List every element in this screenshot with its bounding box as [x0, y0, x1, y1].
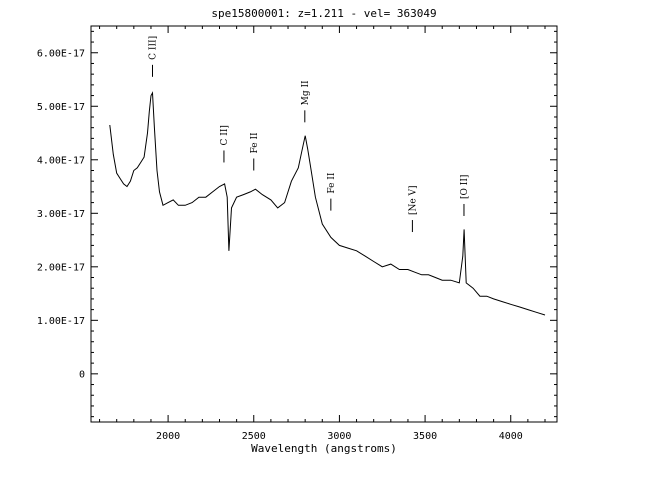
y-tick-label: 4.00E-17	[37, 155, 85, 166]
y-tick-label: 6.00E-17	[37, 48, 85, 59]
annotation-label: Mg II	[301, 80, 311, 105]
line-annotation: [Ne V]	[408, 185, 418, 233]
line-annotation: Fe II	[327, 172, 337, 211]
x-tick-label: 4000	[499, 431, 523, 442]
tick-layer	[91, 26, 557, 422]
y-tick-label: 0	[79, 369, 85, 380]
x-tick-label: 2500	[242, 431, 266, 442]
line-annotation: C III]	[149, 36, 159, 77]
spectrum-line	[109, 91, 546, 316]
annotation-label: Fe II	[250, 132, 260, 153]
y-tick-label: 1.00E-17	[37, 316, 85, 327]
x-tick-label: 3500	[413, 431, 437, 442]
tick-label-layer: 2000 2500 3000 3500 4000 0 1.00E-17 2.00E-17 3.0…	[37, 48, 523, 442]
x-axis-label: Wavelength (angstroms)	[251, 442, 397, 455]
x-tick-label: 2000	[156, 431, 180, 442]
line-annotation: Mg II	[301, 80, 311, 123]
line-annotation: [O II]	[460, 175, 470, 216]
y-tick-label: 2.00E-17	[37, 262, 85, 273]
annotation-label: [Ne V]	[408, 185, 418, 215]
annotation-label: C III]	[149, 36, 159, 60]
line-annotation: C II]	[220, 125, 230, 163]
chart-title: spe15800001: z=1.211 - vel= 363049	[211, 7, 436, 20]
plot-frame	[90, 25, 558, 423]
annotation-label: [O II]	[460, 175, 470, 199]
x-tick-label: 3000	[327, 431, 351, 442]
y-tick-label: 5.00E-17	[37, 102, 85, 113]
emission-line-annotations: C III] C II] Fe II Mg II Fe II [Ne V] [O II]	[149, 36, 470, 233]
line-annotation: Fe II	[250, 132, 260, 171]
annotation-label: C II]	[220, 125, 230, 145]
y-tick-label: 3.00E-17	[37, 209, 85, 220]
annotation-label: Fe II	[327, 172, 337, 193]
